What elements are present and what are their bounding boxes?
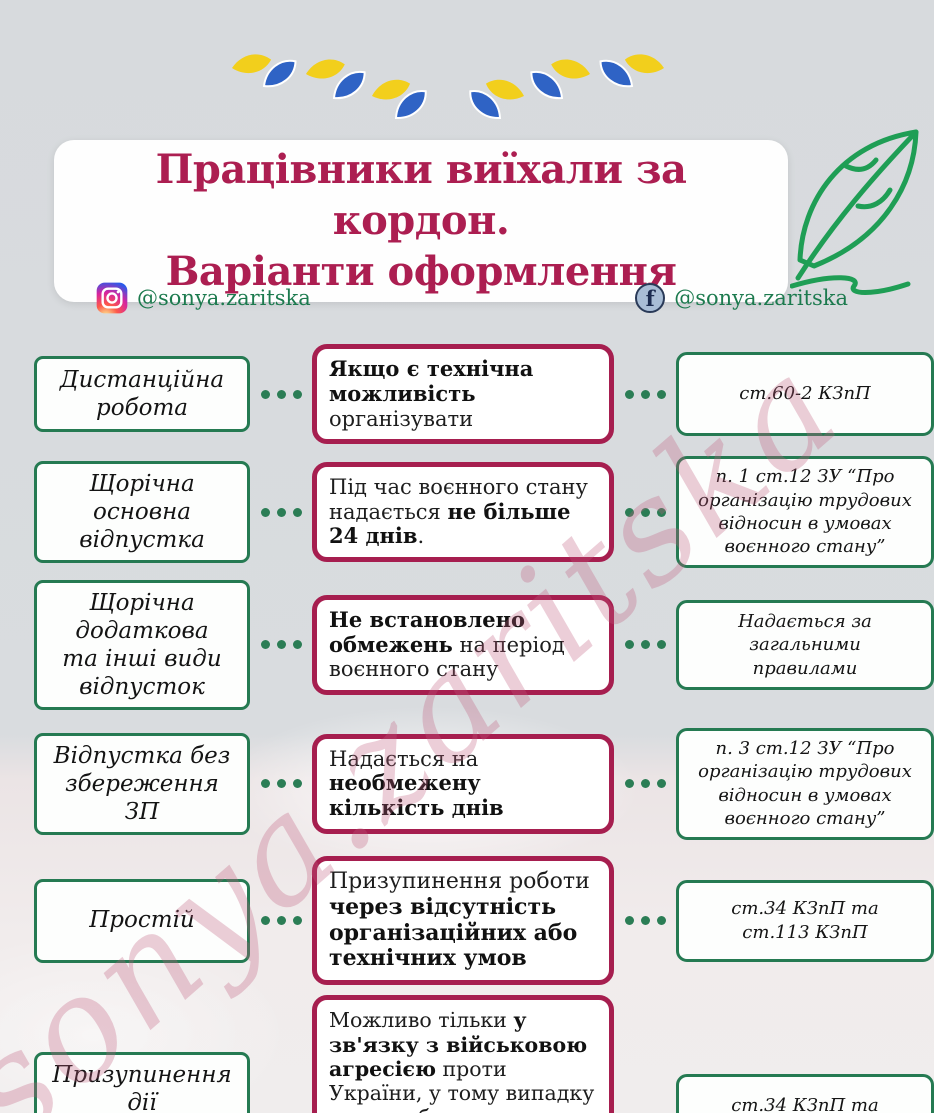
reference-box: Надається за загальними правилами [676, 599, 934, 690]
category-box: Дистанційна робота [34, 356, 250, 433]
condition-text: Не встановлено обмежень на період воєнно… [329, 606, 565, 682]
connector-dots [250, 507, 312, 517]
condition-box: Надається на необмежену кількість днів [312, 733, 614, 834]
page-title-line1: Працівники виїхали за кордон. [155, 146, 687, 245]
connector-dots [614, 916, 676, 926]
condition-text: Якщо є технічна можливість організувати [329, 356, 534, 431]
reference-box: ст.34 КЗпП та ст.113 КЗпП [676, 1074, 934, 1113]
instagram-icon [96, 282, 128, 314]
condition-box: Призупинення роботи через відсутність ор… [312, 855, 614, 986]
category-box: Призупинення дії трудового договору [34, 1052, 250, 1113]
table-row: Відпустка без збереження ЗП Надається на… [0, 728, 934, 840]
reference-text: п. 3 ст.12 ЗУ “Про організацію трудових … [698, 738, 912, 830]
reference-box: ст.34 КЗпП та ст.113 КЗпП [676, 879, 934, 962]
reference-text: Надається за загальними правилами [738, 610, 872, 679]
reference-box: п. 1 ст.12 ЗУ “Про організацію трудових … [676, 456, 934, 568]
facebook-icon: f [635, 283, 666, 313]
connector-dots [614, 389, 676, 399]
title-card: Працівники виїхали за кордон. Варіанти о… [54, 140, 788, 302]
facebook-handle[interactable]: @sonya.zaritska [674, 286, 848, 310]
condition-box: Якщо є технічна можливість організувати [312, 344, 614, 445]
category-box: Щорічна додаткова та інші види відпусток [34, 579, 250, 711]
rows: Дистанційна робота Якщо є технічна можли… [0, 340, 934, 1113]
category-box: Щорічна основна відпустка [34, 461, 250, 564]
connector-dots [614, 640, 676, 650]
flag-leaves-decoration [230, 50, 666, 126]
instagram-handle[interactable]: @sonya.zaritska [137, 286, 311, 310]
facebook-account[interactable]: f @sonya.zaritska [635, 283, 848, 313]
category-label: Призупинення дії трудового договору [52, 1062, 232, 1113]
facebook-f-glyph: f [645, 285, 655, 311]
category-box: Простій [34, 878, 250, 963]
reference-text: ст.60-2 КЗпП [739, 383, 871, 405]
condition-text: Призупинення роботи через відсутність ор… [329, 868, 590, 972]
reference-text: ст.34 КЗпП та ст.113 КЗпП [731, 898, 879, 943]
table-row: Дистанційна робота Якщо є технічна можли… [0, 344, 934, 445]
table-row: Призупинення дії трудового договору Можл… [0, 995, 934, 1113]
reference-text: ст.34 КЗпП та ст.113 КЗпП [731, 1094, 879, 1113]
reference-box: ст.60-2 КЗпП [676, 352, 934, 437]
social-row: @sonya.zaritska f @sonya.zaritska [0, 282, 934, 314]
connector-dots [614, 507, 676, 517]
condition-box: Не встановлено обмежень на період воєнно… [312, 594, 614, 696]
table-row: Щорічна додаткова та інші види відпусток… [0, 579, 934, 711]
table-row: Простій Призупинення роботи через відсут… [0, 855, 934, 986]
condition-text: Надається на необмежену кількість днів [329, 746, 504, 821]
connector-dots [614, 779, 676, 789]
category-label: Щорічна основна відпустка [79, 471, 205, 554]
category-label: Щорічна додаткова та інші види відпусток [62, 589, 222, 700]
connector-dots [250, 779, 312, 789]
page-title-line2: Варіанти оформлення [165, 248, 677, 296]
category-label: Простій [89, 907, 195, 934]
connector-dots [250, 640, 312, 650]
feather-icon [790, 129, 919, 295]
category-label: Дистанційна робота [59, 367, 225, 422]
connector-dots [250, 916, 312, 926]
condition-box: Можливо тільки у зв'язку з військовою аг… [312, 995, 614, 1113]
condition-text: Під час воєнного стану надається не біль… [329, 474, 588, 549]
condition-box: Під час воєнного стану надається не біль… [312, 461, 614, 563]
category-box: Відпустка без збереження ЗП [34, 732, 250, 835]
reference-text: п. 1 ст.12 ЗУ “Про організацію трудових … [698, 466, 912, 558]
category-label: Відпустка без збереження ЗП [53, 742, 231, 825]
reference-box: п. 3 ст.12 ЗУ “Про організацію трудових … [676, 728, 934, 840]
connector-dots [250, 389, 312, 399]
instagram-account[interactable]: @sonya.zaritska [96, 282, 311, 314]
table-row: Щорічна основна відпустка Під час воєнно… [0, 456, 934, 568]
condition-text: Можливо тільки у зв'язку з військовою аг… [329, 1008, 595, 1113]
